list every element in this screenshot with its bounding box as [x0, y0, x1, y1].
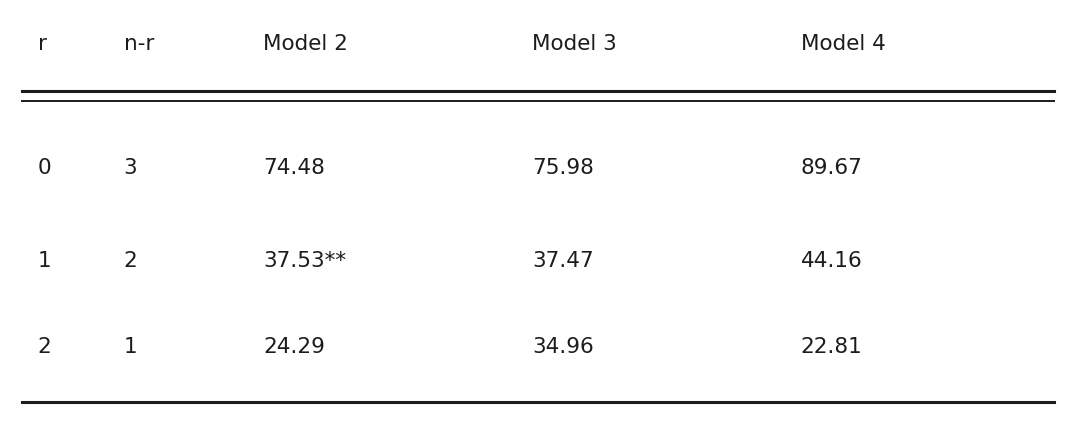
Text: 3: 3 — [124, 158, 138, 179]
Text: 0: 0 — [38, 158, 52, 179]
Text: 24.29: 24.29 — [263, 337, 326, 357]
Text: 1: 1 — [38, 251, 52, 271]
Text: 1: 1 — [124, 337, 138, 357]
Text: 37.47: 37.47 — [532, 251, 593, 271]
Text: n-r: n-r — [124, 34, 154, 54]
Text: Model 4: Model 4 — [801, 34, 886, 54]
Text: 34.96: 34.96 — [532, 337, 593, 357]
Text: r: r — [38, 34, 46, 54]
Text: 2: 2 — [124, 251, 138, 271]
Text: 75.98: 75.98 — [532, 158, 594, 179]
Text: 74.48: 74.48 — [263, 158, 326, 179]
Text: 2: 2 — [38, 337, 52, 357]
Text: 22.81: 22.81 — [801, 337, 862, 357]
Text: Model 2: Model 2 — [263, 34, 348, 54]
Text: 37.53**: 37.53** — [263, 251, 346, 271]
Text: 89.67: 89.67 — [801, 158, 863, 179]
Text: 44.16: 44.16 — [801, 251, 862, 271]
Text: Model 3: Model 3 — [532, 34, 617, 54]
